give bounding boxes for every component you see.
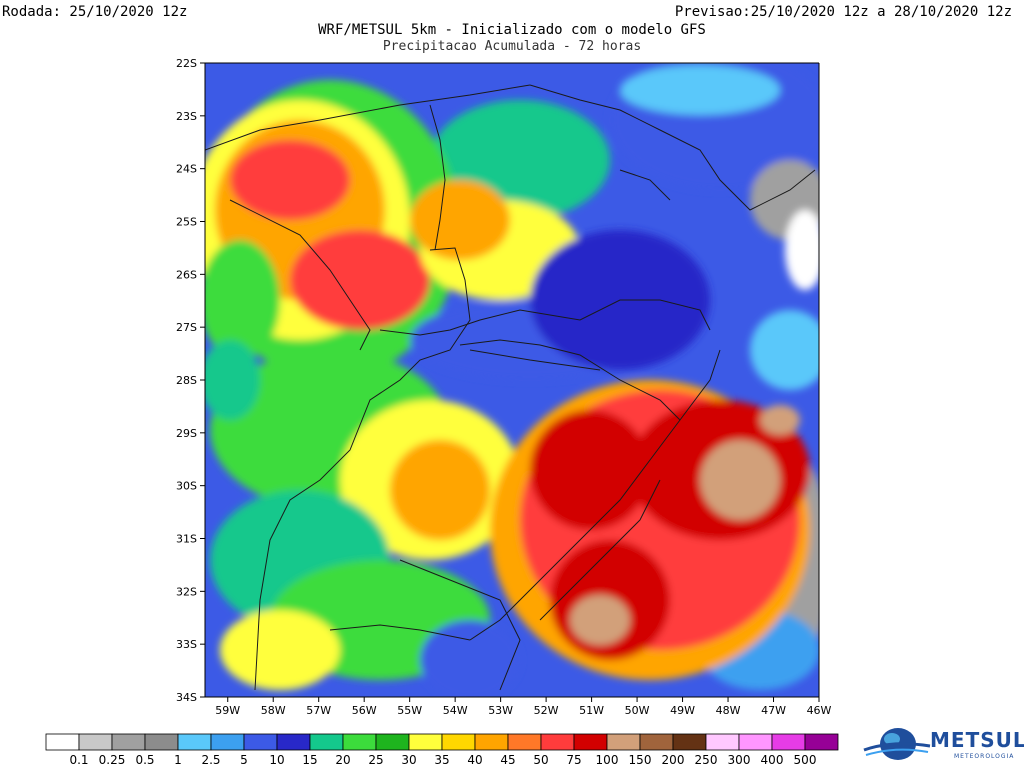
legend-value: 200 — [662, 753, 685, 767]
legend-swatch — [408, 733, 443, 751]
legend-swatch — [210, 733, 245, 751]
latitude-label: 33S — [176, 638, 197, 651]
longitude-label: 46W — [807, 704, 832, 717]
legend-swatch — [144, 733, 179, 751]
legend-value: 250 — [695, 753, 718, 767]
longitude-label: 54W — [443, 704, 468, 717]
legend-value: 0.25 — [99, 753, 126, 767]
legend-swatch — [441, 733, 476, 751]
legend-swatch — [276, 733, 311, 751]
legend-swatch — [474, 733, 509, 751]
legend-swatch — [540, 733, 575, 751]
latitude-label: 27S — [176, 321, 197, 334]
latitude-label: 25S — [176, 216, 197, 229]
map-subtitle: Precipitacao Acumulada - 72 horas — [382, 39, 642, 54]
brand-tagline: METEOROLOGIA — [954, 753, 1015, 760]
legend-swatch — [45, 733, 80, 751]
longitude-label: 59W — [215, 704, 240, 717]
latitude-labels: 22S 23S 24S 25S 26S 27S 28S 29S 30S 31S 32S 33S 34S — [176, 57, 205, 704]
legend-swatch — [309, 733, 344, 751]
legend-swatch — [78, 733, 113, 751]
legend-value: 100 — [596, 753, 619, 767]
longitude-label: 48W — [716, 704, 741, 717]
globe-icon — [863, 728, 931, 760]
longitude-label: 47W — [761, 704, 786, 717]
latitude-label: 32S — [176, 585, 197, 598]
legend-value: 40 — [467, 753, 482, 767]
latitude-label: 23S — [176, 110, 197, 123]
legend-swatch — [111, 733, 146, 751]
legend-value: 2.5 — [201, 753, 220, 767]
legend-value: 35 — [434, 753, 449, 767]
latitude-label: 34S — [176, 691, 197, 704]
forecast-label: Previsao:25/10/2020 12z a 28/10/2020 12z — [674, 4, 1012, 20]
legend-value: 25 — [368, 753, 383, 767]
latitude-label: 29S — [176, 427, 197, 440]
legend-swatch — [606, 733, 641, 751]
legend-value: 50 — [533, 753, 548, 767]
legend-swatch — [342, 733, 377, 751]
precipitation-field — [205, 63, 819, 697]
legend-swatch — [705, 733, 740, 751]
latitude-label: 22S — [176, 57, 197, 70]
longitude-label: 49W — [670, 704, 695, 717]
longitude-label: 57W — [306, 704, 331, 717]
longitude-label: 51W — [579, 704, 604, 717]
legend-value: 10 — [269, 753, 284, 767]
longitude-label: 58W — [261, 704, 286, 717]
latitude-label: 28S — [176, 374, 197, 387]
legend-value: 5 — [240, 753, 248, 767]
legend-value: 1 — [174, 753, 182, 767]
legend-swatch — [177, 733, 212, 751]
legend-value: 150 — [629, 753, 652, 767]
legend-swatch — [804, 733, 839, 751]
metsul-logo: METSUL METEOROLOGIA — [862, 722, 1024, 768]
longitude-label: 52W — [534, 704, 559, 717]
precipitation-legend: 0.1 0.25 0.5 1 2.5 5 10 15 20 25 30 35 40 45 50 75 100 15… — [45, 733, 839, 767]
legend-value: 15 — [302, 753, 317, 767]
legend-swatch — [771, 733, 806, 751]
run-label: Rodada: 25/10/2020 12z — [2, 4, 188, 20]
legend-swatch — [573, 733, 608, 751]
legend-swatch — [243, 733, 278, 751]
legend-value: 75 — [566, 753, 581, 767]
legend-value: 0.1 — [69, 753, 88, 767]
legend-swatch — [672, 733, 707, 751]
longitude-label: 55W — [397, 704, 422, 717]
map-title: WRF/METSUL 5km - Inicializado com o mode… — [318, 22, 706, 38]
legend-swatch — [738, 733, 773, 751]
longitude-label: 53W — [488, 704, 513, 717]
legend-swatch — [639, 733, 674, 751]
longitude-labels: 59W 58W 57W 56W 55W 54W 53W 52W 51W 50W 49W 48W 47W 4… — [215, 697, 832, 717]
latitude-label: 26S — [176, 268, 197, 281]
legend-value: 30 — [401, 753, 416, 767]
latitude-label: 30S — [176, 480, 197, 493]
brand-name: METSUL — [930, 728, 1024, 752]
longitude-label: 50W — [625, 704, 650, 717]
legend-value: 0.5 — [135, 753, 154, 767]
legend-swatch — [507, 733, 542, 751]
legend-value: 500 — [794, 753, 817, 767]
legend-value: 400 — [761, 753, 784, 767]
latitude-label: 31S — [176, 533, 197, 546]
longitude-label: 56W — [352, 704, 377, 717]
legend-value: 300 — [728, 753, 751, 767]
legend-value: 20 — [335, 753, 350, 767]
legend-swatch — [375, 733, 410, 751]
latitude-label: 24S — [176, 163, 197, 176]
legend-value: 45 — [500, 753, 515, 767]
